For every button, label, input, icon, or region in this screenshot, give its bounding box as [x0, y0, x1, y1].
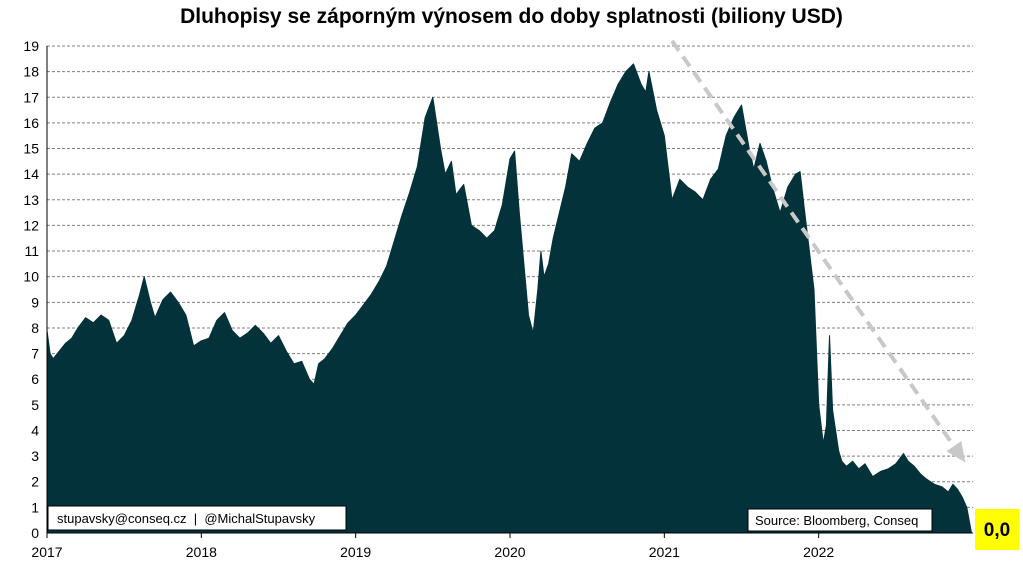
- y-tick-label: 14: [23, 166, 39, 182]
- y-tick-label: 17: [23, 89, 39, 105]
- last-value-text: 0,0: [984, 520, 1010, 541]
- y-tick-label: 10: [23, 269, 39, 285]
- y-tick-label: 9: [31, 294, 39, 310]
- box-layer: stupavsky@conseq.cz | @MichalStupavsky S…: [47, 505, 1019, 550]
- last-value-box-bg: [975, 509, 1019, 550]
- area-layer: [46, 63, 972, 534]
- x-tick-label: 2021: [649, 544, 680, 560]
- y-tick-label: 2: [31, 474, 39, 490]
- y-tick-label: 7: [31, 346, 39, 362]
- area-series: [46, 63, 972, 534]
- y-tick-label: 15: [23, 141, 39, 157]
- trend-arrow-shaft: [670, 39, 956, 448]
- y-tick-label: 0: [31, 525, 39, 541]
- x-tick-label: 2022: [803, 544, 834, 560]
- y-tick-label: 4: [31, 422, 39, 438]
- y-tick-label: 8: [31, 320, 39, 336]
- source-text: Source: Bloomberg, Conseq: [755, 513, 918, 528]
- x-tick-label: 2020: [494, 544, 525, 560]
- y-tick-label: 16: [23, 115, 39, 131]
- arrow-layer: [670, 39, 966, 463]
- last-value-box: 0,0: [975, 509, 1019, 550]
- chart-title: Dluhopisy se záporným výnosem do doby sp…: [180, 5, 843, 28]
- source-box: Source: Bloomberg, Conseq: [747, 508, 933, 532]
- y-tick-label: 11: [24, 243, 39, 259]
- y-tick-label: 6: [31, 371, 39, 387]
- trend-arrow-head: [946, 441, 966, 463]
- x-tick-label: 2019: [340, 544, 371, 560]
- y-tick-label: 3: [31, 448, 39, 464]
- contact-text: stupavsky@conseq.cz | @MichalStupavsky: [57, 511, 316, 526]
- y-tick-label: 13: [23, 192, 39, 208]
- x-tick-label: 2018: [186, 544, 217, 560]
- y-tick-label: 18: [23, 64, 39, 80]
- x-tick-label: 2017: [31, 544, 62, 560]
- y-tick-label: 19: [23, 38, 39, 54]
- y-tick-label: 5: [31, 397, 39, 413]
- contact-box: stupavsky@conseq.cz | @MichalStupavsky: [47, 505, 347, 531]
- source-box-frame: [747, 508, 933, 532]
- y-tick-label: 12: [23, 217, 39, 233]
- contact-box-frame: [47, 505, 347, 531]
- y-tick-label: 1: [31, 499, 39, 515]
